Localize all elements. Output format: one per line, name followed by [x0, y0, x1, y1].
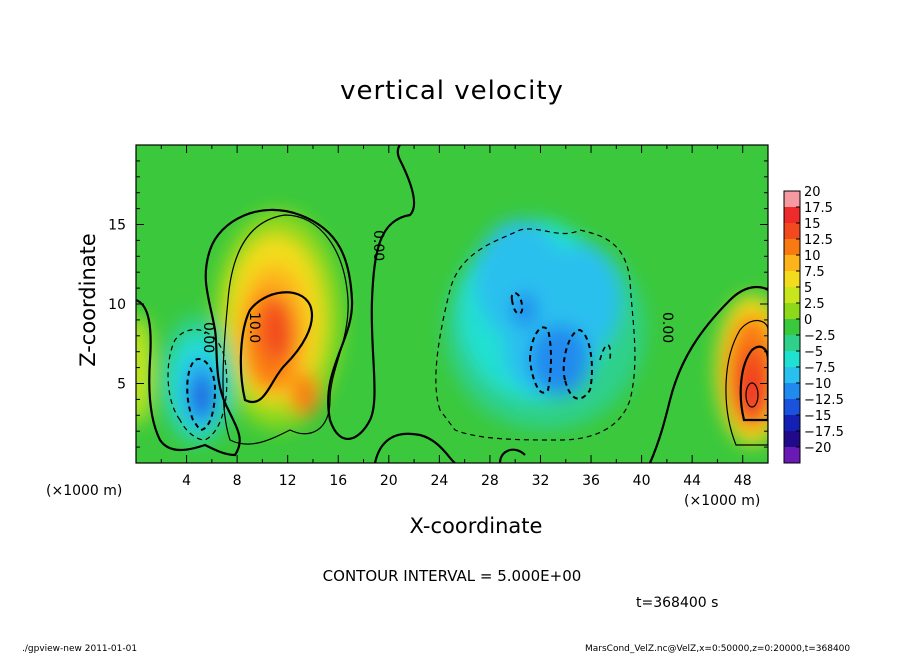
colorbar-label: −20: [804, 441, 831, 456]
contour-label: 0.00: [659, 312, 675, 343]
colorbar-swatch: [784, 415, 800, 432]
colorbar-label: 20: [804, 185, 821, 200]
x-tick-label: 12: [279, 473, 297, 489]
contour-lines: [136, 145, 768, 463]
x-tick-label: 8: [233, 473, 242, 489]
y-tick-label: 5: [117, 377, 126, 393]
colorbar-label: −17.5: [804, 425, 844, 440]
x-tick-label: 24: [430, 473, 448, 489]
colorbar-label: −7.5: [804, 361, 836, 376]
colorbar-swatch: [784, 319, 800, 336]
x-tick-label: 32: [532, 473, 550, 489]
y-tick-label: 15: [108, 218, 126, 234]
colorbar-swatch: [784, 223, 800, 240]
colorbar-swatch: [784, 239, 800, 256]
colorbar-frame: [783, 190, 801, 464]
colorbar-label: 5: [804, 281, 812, 296]
x-tick-label: 4: [182, 473, 191, 489]
axis-ticks: [136, 145, 768, 463]
colorbar-swatch: [784, 271, 800, 288]
colorbar-swatch: [784, 191, 800, 208]
colorbar-swatch: [784, 399, 800, 416]
time-label: t=368400 s: [636, 595, 719, 611]
x-tick-label: 28: [481, 473, 499, 489]
footer-source: MarsCond_VelZ.nc@VelZ,x=0:50000,z=0:2000…: [585, 644, 851, 654]
x-axis-unit-right: (×1000 m): [684, 493, 761, 509]
x-tick-label: 44: [683, 473, 701, 489]
colorbar-label: −12.5: [804, 393, 844, 408]
colorbar-swatch: [784, 351, 800, 368]
colorbar-label: −10: [804, 377, 831, 392]
x-tick-label: 48: [734, 473, 752, 489]
x-tick-label: 16: [329, 473, 347, 489]
colorbar-label: −5: [804, 345, 823, 360]
y-tick-label: 10: [108, 297, 126, 313]
colorbar-label: 15: [804, 217, 821, 232]
colorbar-swatch: [784, 367, 800, 384]
x-tick-label: 40: [633, 473, 651, 489]
contour-label: 0.00: [370, 230, 386, 261]
colorbar-label: 10: [804, 249, 821, 264]
chart-title: vertical velocity: [340, 76, 564, 106]
x-axis-unit-left: (×1000 m): [46, 483, 123, 499]
colorbar-swatch: [784, 447, 800, 464]
x-tick-label: 20: [380, 473, 398, 489]
colorbar-swatch: [784, 335, 800, 352]
heatmap-field: 0.00 10.0 0.00 0.00: [136, 145, 768, 463]
colorbar-swatch: [784, 303, 800, 320]
contour-label: 0.00: [200, 322, 216, 353]
contour-interval-text: CONTOUR INTERVAL = 5.000E+00: [322, 567, 582, 585]
colorbar-label: −15: [804, 409, 831, 424]
colorbar-label: 17.5: [804, 201, 833, 216]
x-tick-label: 36: [582, 473, 600, 489]
colorbar-label: 12.5: [804, 233, 833, 248]
colorbar-label: 7.5: [804, 265, 825, 280]
colorbar-swatch: [784, 383, 800, 400]
contour-labels: 0.00 10.0 0.00 0.00: [200, 230, 675, 353]
colorbar-swatch: [784, 207, 800, 224]
contour-label: 10.0: [246, 312, 262, 343]
colorbar-swatch: [784, 255, 800, 272]
x-axis-label: X-coordinate: [409, 514, 543, 538]
colorbar-label: 0: [804, 313, 812, 328]
footer-program: ./gpview-new 2011-01-01: [22, 644, 138, 654]
colorbar-label: 2.5: [804, 297, 825, 312]
colorbar: 2017.51512.5107.552.50−2.5−5−7.5−10−12.5…: [783, 185, 844, 464]
y-axis-label: Z-coordinate: [76, 233, 100, 367]
colorbar-swatch: [784, 287, 800, 304]
colorbar-label: −2.5: [804, 329, 836, 344]
colorbar-swatch: [784, 431, 800, 448]
